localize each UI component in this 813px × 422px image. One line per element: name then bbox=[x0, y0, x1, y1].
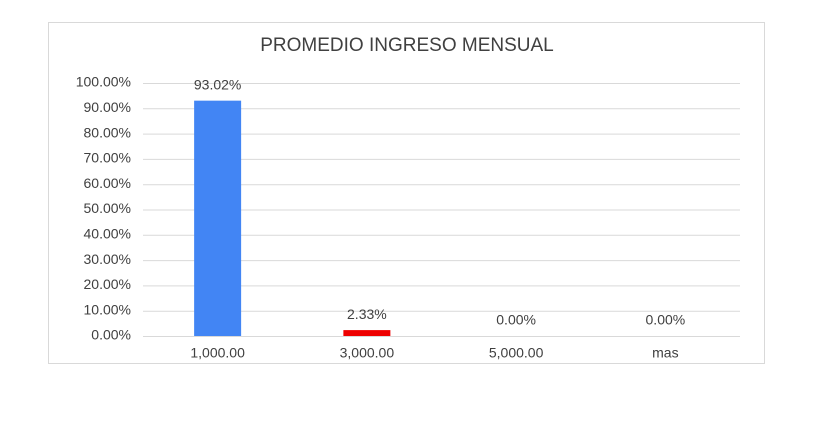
y-tick-label: 50.00% bbox=[84, 200, 131, 216]
x-tick-label: mas bbox=[652, 345, 678, 361]
y-tick-label: 10.00% bbox=[84, 301, 131, 317]
y-tick-label: 80.00% bbox=[84, 124, 131, 140]
y-tick-label: 30.00% bbox=[84, 251, 131, 267]
value-label: 0.00% bbox=[496, 312, 536, 328]
value-label: 0.00% bbox=[646, 312, 686, 328]
x-tick-label: 1,000.00 bbox=[190, 345, 245, 361]
x-tick-label: 5,000.00 bbox=[489, 345, 544, 361]
value-label: 2.33% bbox=[347, 306, 387, 322]
y-tick-label: 70.00% bbox=[84, 150, 131, 166]
y-tick-label: 40.00% bbox=[84, 226, 131, 242]
y-tick-label: 90.00% bbox=[84, 99, 131, 115]
y-tick-label: 100.00% bbox=[76, 74, 131, 90]
chart-frame bbox=[48, 22, 765, 364]
y-tick-label: 0.00% bbox=[91, 327, 131, 343]
x-tick-label: 3,000.00 bbox=[340, 345, 395, 361]
chart-title: PROMEDIO INGRESO MENSUAL bbox=[260, 35, 554, 56]
bar bbox=[343, 330, 391, 336]
bar bbox=[194, 100, 242, 337]
y-tick-label: 60.00% bbox=[84, 175, 131, 191]
value-label: 93.02% bbox=[194, 76, 241, 92]
y-tick-label: 20.00% bbox=[84, 276, 131, 292]
